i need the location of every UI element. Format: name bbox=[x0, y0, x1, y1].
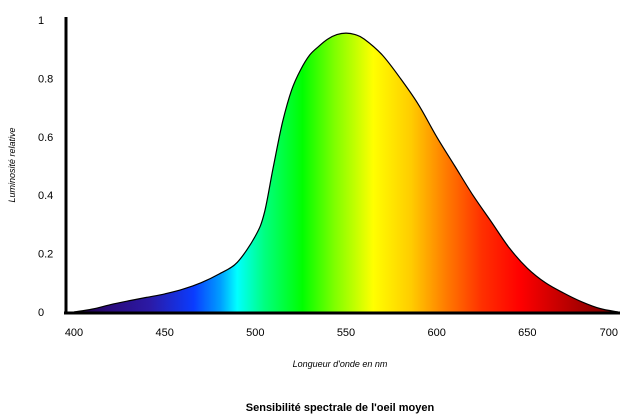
x-tick-label: 600 bbox=[427, 327, 445, 339]
y-tick-label: 0.6 bbox=[38, 132, 53, 144]
x-tick-label: 450 bbox=[155, 327, 173, 339]
y-axis-label: Luminosité relative bbox=[7, 127, 17, 202]
x-axis-label: Longueur d'onde en nm bbox=[293, 359, 388, 369]
y-tick-labels: 0 0.2 0.4 0.6 0.8 1 bbox=[38, 15, 53, 319]
x-tick-label: 700 bbox=[600, 327, 618, 339]
y-tick-label: 0 bbox=[38, 307, 44, 319]
sensitivity-curve bbox=[73, 32, 619, 313]
y-tick-label: 1 bbox=[38, 15, 44, 27]
x-tick-label: 500 bbox=[246, 327, 264, 339]
y-tick-label: 0.2 bbox=[38, 249, 53, 261]
y-tick-label: 0.4 bbox=[38, 190, 53, 202]
y-tick-label: 0.8 bbox=[38, 73, 53, 85]
x-tick-label: 650 bbox=[518, 327, 536, 339]
chart-title: Sensibilité spectrale de l'oeil moyen bbox=[246, 402, 435, 414]
spectrum-area bbox=[74, 33, 618, 312]
x-tick-labels: 400 450 500 550 600 650 700 bbox=[65, 327, 618, 339]
x-tick-label: 400 bbox=[65, 327, 83, 339]
x-tick-label: 550 bbox=[337, 327, 355, 339]
